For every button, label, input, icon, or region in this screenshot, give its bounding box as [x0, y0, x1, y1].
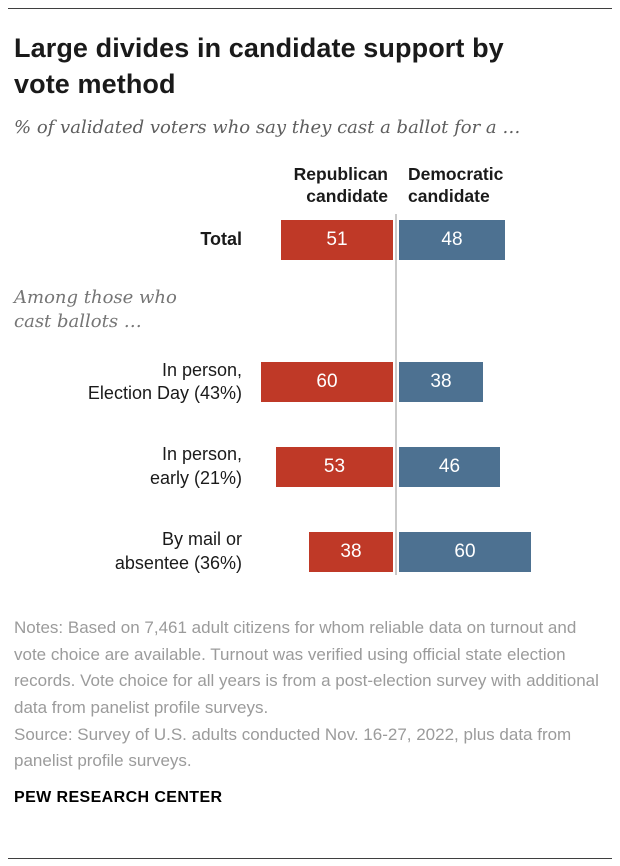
republican-bar-zone: 60 [258, 361, 396, 402]
row-label: Total [200, 229, 242, 250]
republican-bar: 51 [281, 220, 393, 260]
chart-row: In person, Election Day (43%) 60 38 [14, 359, 606, 406]
notes-block: Notes: Based on 7,461 adult citizens for… [14, 615, 606, 775]
notes-text: Notes: Based on 7,461 adult citizens for… [14, 617, 599, 717]
democratic-bar: 48 [399, 220, 505, 260]
row-label: By mail or absentee (36%) [114, 529, 242, 573]
bottom-rule [8, 858, 612, 859]
democratic-bar: 60 [399, 531, 531, 572]
republican-bar-zone: 53 [258, 446, 396, 487]
republican-bar: 53 [276, 446, 393, 487]
chart-rows: Total 51 48 Among those who cast ballots … I… [14, 214, 606, 575]
chart-subtitle: % of validated voters who say they cast … [14, 117, 521, 139]
democratic-bar-zone: 38 [396, 361, 606, 402]
chart-row: Total 51 48 [14, 220, 606, 260]
democratic-bar: 38 [399, 361, 483, 402]
bar-value-label: 60 [454, 540, 476, 562]
content-area: Large divides in candidate support by vo… [0, 9, 620, 807]
group-note: Among those who cast ballots … [14, 287, 177, 333]
bar-value-label: 46 [438, 455, 461, 477]
row-label: In person, early (21%) [149, 444, 242, 488]
democratic-bar-zone: 46 [396, 446, 606, 487]
top-rule [8, 8, 612, 9]
bar-value-label: 38 [430, 370, 452, 392]
republican-bar: 60 [261, 361, 393, 402]
page-title: Large divides in candidate support by vo… [14, 33, 504, 99]
diverging-bar-chart: Republican candidate Democratic candidat… [14, 164, 606, 575]
bar-value-label: 38 [340, 540, 362, 562]
chart-row: By mail or absentee (36%) 38 60 [14, 528, 606, 575]
bar-value-label: 48 [441, 229, 463, 250]
republican-column-header: Republican candidate [293, 164, 388, 207]
bar-value-label: 53 [323, 455, 346, 477]
republican-bar: 38 [309, 531, 393, 572]
chart-row: In person, early (21%) 53 46 [14, 443, 606, 490]
bar-value-label: 60 [316, 370, 338, 392]
democratic-bar-zone: 60 [396, 531, 606, 572]
row-label: In person, Election Day (43%) [87, 359, 242, 403]
source-text: Source: Survey of U.S. adults conducted … [14, 724, 572, 771]
democratic-bar-zone: 48 [396, 220, 606, 260]
column-headers: Republican candidate Democratic candidat… [14, 164, 606, 208]
democratic-column-header: Democratic candidate [408, 164, 504, 207]
democratic-bar: 46 [399, 446, 500, 487]
republican-bar-zone: 51 [258, 220, 396, 260]
center-divider-line [395, 214, 397, 575]
bar-value-label: 51 [326, 229, 348, 250]
pew-research-center-wordmark: PEW RESEARCH CENTER [14, 789, 223, 807]
republican-bar-zone: 38 [258, 531, 396, 572]
